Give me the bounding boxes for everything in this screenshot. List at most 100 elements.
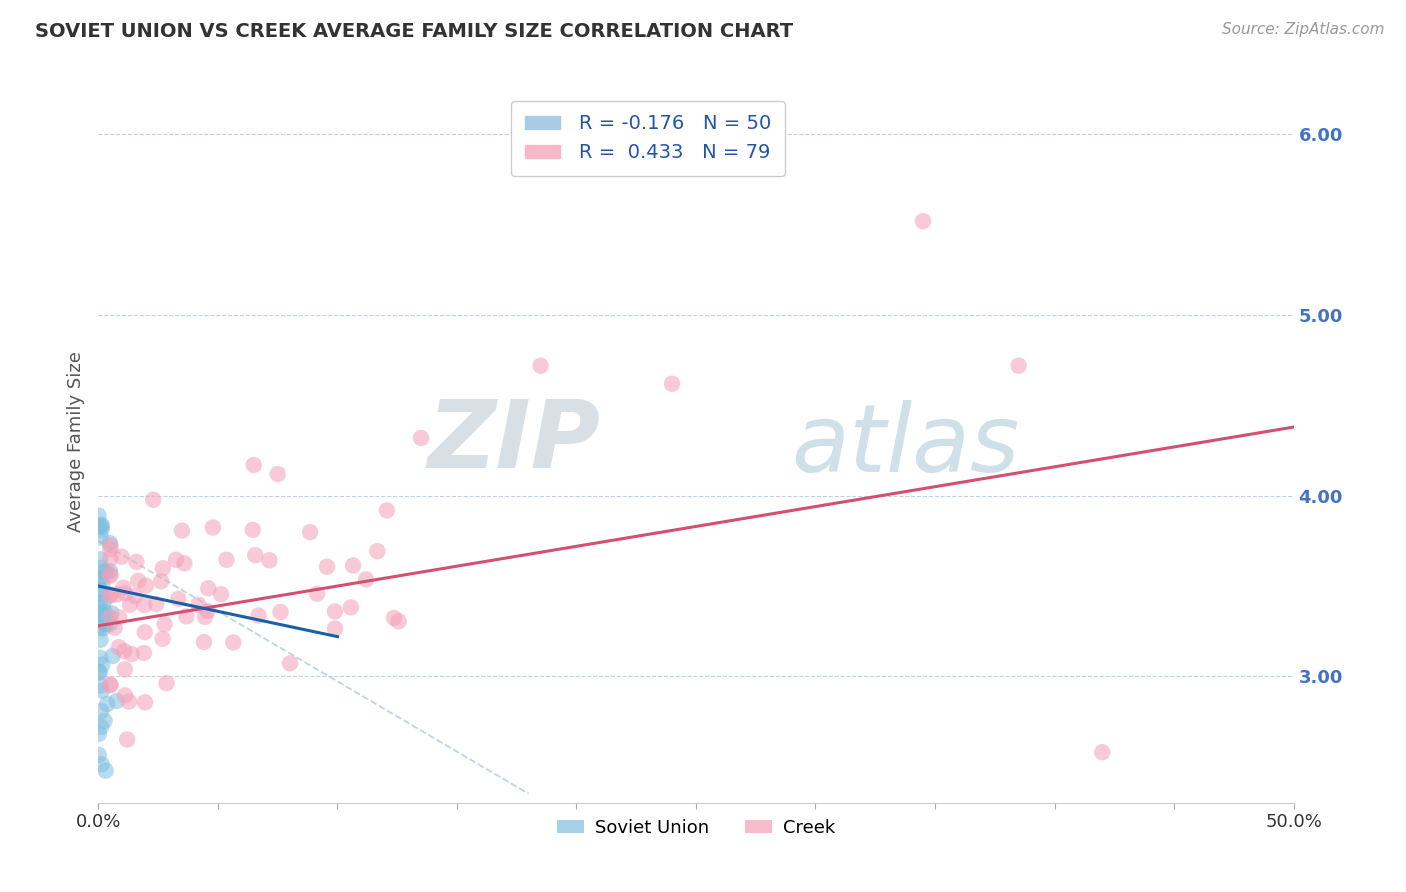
Point xyxy=(323,622,346,636)
Text: SOVIET UNION VS CREEK AVERAGE FAMILY SIZE CORRELATION CHART: SOVIET UNION VS CREEK AVERAGE FAMILY SIZ… xyxy=(35,22,793,41)
Point xyxy=(305,587,328,601)
Point xyxy=(132,646,155,660)
Point xyxy=(90,523,112,537)
Point xyxy=(93,565,115,579)
Point xyxy=(114,689,136,703)
Point xyxy=(187,598,209,612)
Point xyxy=(107,640,129,654)
Point xyxy=(411,431,433,445)
Point xyxy=(87,727,110,741)
Point xyxy=(90,611,112,625)
Point xyxy=(193,635,215,649)
Point xyxy=(245,548,267,562)
Point xyxy=(155,676,177,690)
Point xyxy=(173,557,195,571)
Point xyxy=(125,555,148,569)
Point xyxy=(382,611,405,625)
Point xyxy=(90,678,112,692)
Text: atlas: atlas xyxy=(792,400,1019,491)
Point xyxy=(112,581,135,595)
Point xyxy=(134,598,156,612)
Point xyxy=(111,549,134,564)
Point xyxy=(152,632,174,646)
Point xyxy=(170,524,193,538)
Point xyxy=(89,552,111,566)
Point xyxy=(89,519,111,533)
Point xyxy=(98,567,122,582)
Point xyxy=(87,665,110,679)
Point xyxy=(93,607,115,622)
Point xyxy=(90,561,112,575)
Point xyxy=(94,566,117,580)
Point xyxy=(145,597,167,611)
Point xyxy=(165,553,187,567)
Point xyxy=(96,697,118,711)
Point xyxy=(270,605,292,619)
Point xyxy=(98,617,121,632)
Point xyxy=(96,617,118,632)
Text: ZIP: ZIP xyxy=(427,395,600,488)
Point xyxy=(135,579,157,593)
Point xyxy=(89,632,111,647)
Point xyxy=(90,720,112,734)
Text: Source: ZipAtlas.com: Source: ZipAtlas.com xyxy=(1222,22,1385,37)
Point xyxy=(176,609,198,624)
Point xyxy=(388,615,411,629)
Point xyxy=(197,604,219,618)
Point xyxy=(91,683,114,698)
Point xyxy=(209,587,232,601)
Point xyxy=(98,678,122,692)
Point xyxy=(98,568,122,582)
Point xyxy=(90,612,112,626)
Point xyxy=(259,553,281,567)
Point xyxy=(87,747,110,762)
Point xyxy=(90,757,112,772)
Point xyxy=(242,523,264,537)
Point xyxy=(90,587,112,601)
Point xyxy=(101,648,124,663)
Point xyxy=(124,589,146,603)
Point xyxy=(90,704,112,718)
Point xyxy=(316,559,339,574)
Point xyxy=(98,610,122,624)
Point xyxy=(299,525,322,540)
Point xyxy=(1091,745,1114,759)
Point xyxy=(340,600,363,615)
Point xyxy=(105,587,128,601)
Point xyxy=(530,359,553,373)
Point xyxy=(243,458,266,472)
Point xyxy=(89,665,111,680)
Point xyxy=(153,617,176,632)
Point xyxy=(197,581,219,595)
Point xyxy=(115,732,138,747)
Point xyxy=(267,467,290,481)
Point xyxy=(134,625,156,640)
Point xyxy=(354,573,377,587)
Point xyxy=(94,764,117,778)
Point xyxy=(89,601,111,615)
Point xyxy=(118,695,141,709)
Y-axis label: Average Family Size: Average Family Size xyxy=(66,351,84,532)
Point xyxy=(91,622,114,636)
Point xyxy=(194,610,217,624)
Point xyxy=(661,376,683,391)
Point xyxy=(108,610,131,624)
Point xyxy=(98,551,122,566)
Point xyxy=(1008,359,1031,373)
Point xyxy=(93,595,115,609)
Point xyxy=(98,564,121,578)
Point xyxy=(98,588,122,602)
Legend: Soviet Union, Creek: Soviet Union, Creek xyxy=(550,812,842,845)
Point xyxy=(167,591,190,606)
Point xyxy=(90,517,112,532)
Point xyxy=(98,678,122,692)
Point xyxy=(98,542,122,557)
Point xyxy=(93,714,115,728)
Point xyxy=(89,621,111,635)
Point xyxy=(104,621,127,635)
Point xyxy=(93,617,115,632)
Point xyxy=(366,544,388,558)
Point xyxy=(90,582,112,597)
Point xyxy=(375,503,398,517)
Point xyxy=(215,553,238,567)
